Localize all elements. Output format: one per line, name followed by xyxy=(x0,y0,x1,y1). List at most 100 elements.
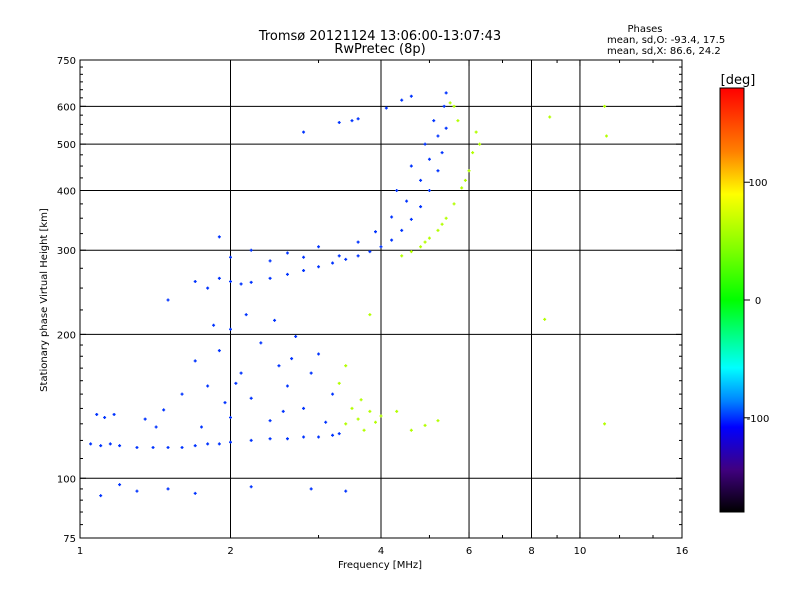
o-mode-point xyxy=(432,119,436,123)
o-mode-point xyxy=(281,409,285,413)
o-mode-point xyxy=(249,280,253,284)
o-mode-point xyxy=(180,392,184,396)
o-mode-point xyxy=(223,401,227,405)
x-tick-label: 8 xyxy=(528,546,534,557)
o-mode-point xyxy=(143,417,147,421)
o-mode-point xyxy=(239,371,243,375)
o-mode-point xyxy=(405,199,409,203)
o-mode-point xyxy=(135,445,139,449)
x-mode-point xyxy=(395,409,399,413)
o-mode-point xyxy=(193,280,197,284)
x-mode-point xyxy=(456,119,460,123)
o-mode-point xyxy=(344,257,348,261)
x-mode-point xyxy=(362,428,366,432)
legend-title: Phases xyxy=(627,24,662,35)
grid-lines xyxy=(80,60,682,538)
x-mode-point xyxy=(463,178,467,182)
o-mode-point xyxy=(337,254,341,258)
o-mode-point xyxy=(374,230,378,234)
y-tick-label: 600 xyxy=(57,102,76,113)
x-mode-point xyxy=(379,414,383,418)
o-mode-point xyxy=(249,438,253,442)
x-axis-label: Frequency [MHz] xyxy=(338,560,422,571)
x-mode-point xyxy=(409,428,413,432)
o-mode-point xyxy=(442,104,446,108)
o-mode-point xyxy=(356,240,360,244)
y-tick-label: 100 xyxy=(57,474,76,485)
o-mode-point xyxy=(166,298,170,302)
o-mode-point xyxy=(99,444,103,448)
o-mode-point xyxy=(444,91,448,95)
o-mode-point xyxy=(390,215,394,219)
o-mode-point xyxy=(166,487,170,491)
o-mode-point xyxy=(436,169,440,173)
x-mode-point xyxy=(436,419,440,423)
o-mode-point xyxy=(166,445,170,449)
o-mode-point xyxy=(302,255,306,259)
o-mode-point xyxy=(400,228,404,232)
y-tick-label: 750 xyxy=(57,56,76,67)
o-mode-point xyxy=(273,318,277,322)
x-mode-point xyxy=(423,240,427,244)
x-tick-label: 4 xyxy=(378,546,384,557)
o-mode-point xyxy=(324,420,328,424)
x-tick-label: 6 xyxy=(466,546,472,557)
o-mode-point xyxy=(409,164,413,168)
o-mode-point xyxy=(193,359,197,363)
x-mode-point xyxy=(436,228,440,232)
o-mode-point xyxy=(317,352,321,356)
x-mode-point xyxy=(467,169,471,173)
o-mode-point xyxy=(229,327,232,331)
o-mode-point xyxy=(350,119,354,123)
x-mode-point xyxy=(478,142,482,146)
o-mode-point xyxy=(285,251,289,255)
o-mode-point xyxy=(268,419,272,423)
colorbar-tick-label: -100 xyxy=(747,414,770,425)
colorbar-ticks: 100 0 -100 xyxy=(744,178,769,425)
o-mode-point xyxy=(290,357,294,361)
x-tick-label: 2 xyxy=(227,546,233,557)
o-mode-point xyxy=(395,188,399,192)
x-axis: 1 2 4 6 8 10 16 xyxy=(77,60,688,557)
o-mode-point xyxy=(337,432,341,436)
o-mode-point xyxy=(151,445,155,449)
x-mode-point xyxy=(474,130,478,134)
y-axis: 75 100 200 300 400 500 600 750 xyxy=(57,56,682,545)
o-mode-point xyxy=(103,416,107,420)
o-mode-point xyxy=(112,412,116,416)
o-mode-point xyxy=(200,425,204,429)
o-mode-point xyxy=(108,442,112,446)
x-mode-point xyxy=(368,409,372,413)
o-mode-point xyxy=(193,444,197,448)
o-mode-point xyxy=(384,106,388,110)
o-mode-point xyxy=(331,433,335,437)
o-mode-point xyxy=(309,487,313,491)
o-mode-point xyxy=(212,323,216,327)
o-mode-point xyxy=(217,442,221,446)
o-mode-point xyxy=(118,444,122,448)
data-points xyxy=(89,91,608,498)
o-mode-point xyxy=(268,437,272,441)
x-mode-point xyxy=(400,254,404,258)
o-mode-point xyxy=(368,250,372,254)
o-mode-point xyxy=(234,381,238,385)
x-mode-point xyxy=(548,115,552,119)
y-tick-label: 500 xyxy=(57,140,76,151)
o-mode-point xyxy=(302,435,306,439)
o-mode-point xyxy=(193,491,197,495)
x-mode-point xyxy=(419,245,423,249)
o-mode-point xyxy=(444,126,448,130)
x-mode-point xyxy=(368,313,372,317)
chart-subtitle: RwPretec (8p) xyxy=(334,42,425,57)
o-mode-point xyxy=(99,494,103,498)
legend-line-x: mean, sd,X: 86.6, 24.2 xyxy=(607,46,721,57)
x-mode-point xyxy=(460,186,464,190)
o-mode-point xyxy=(423,142,427,146)
x-mode-point xyxy=(452,202,456,206)
o-mode-point xyxy=(317,265,321,269)
o-mode-point xyxy=(206,442,210,446)
o-mode-point xyxy=(285,437,289,441)
o-mode-point xyxy=(436,134,440,138)
o-mode-point xyxy=(309,371,313,375)
